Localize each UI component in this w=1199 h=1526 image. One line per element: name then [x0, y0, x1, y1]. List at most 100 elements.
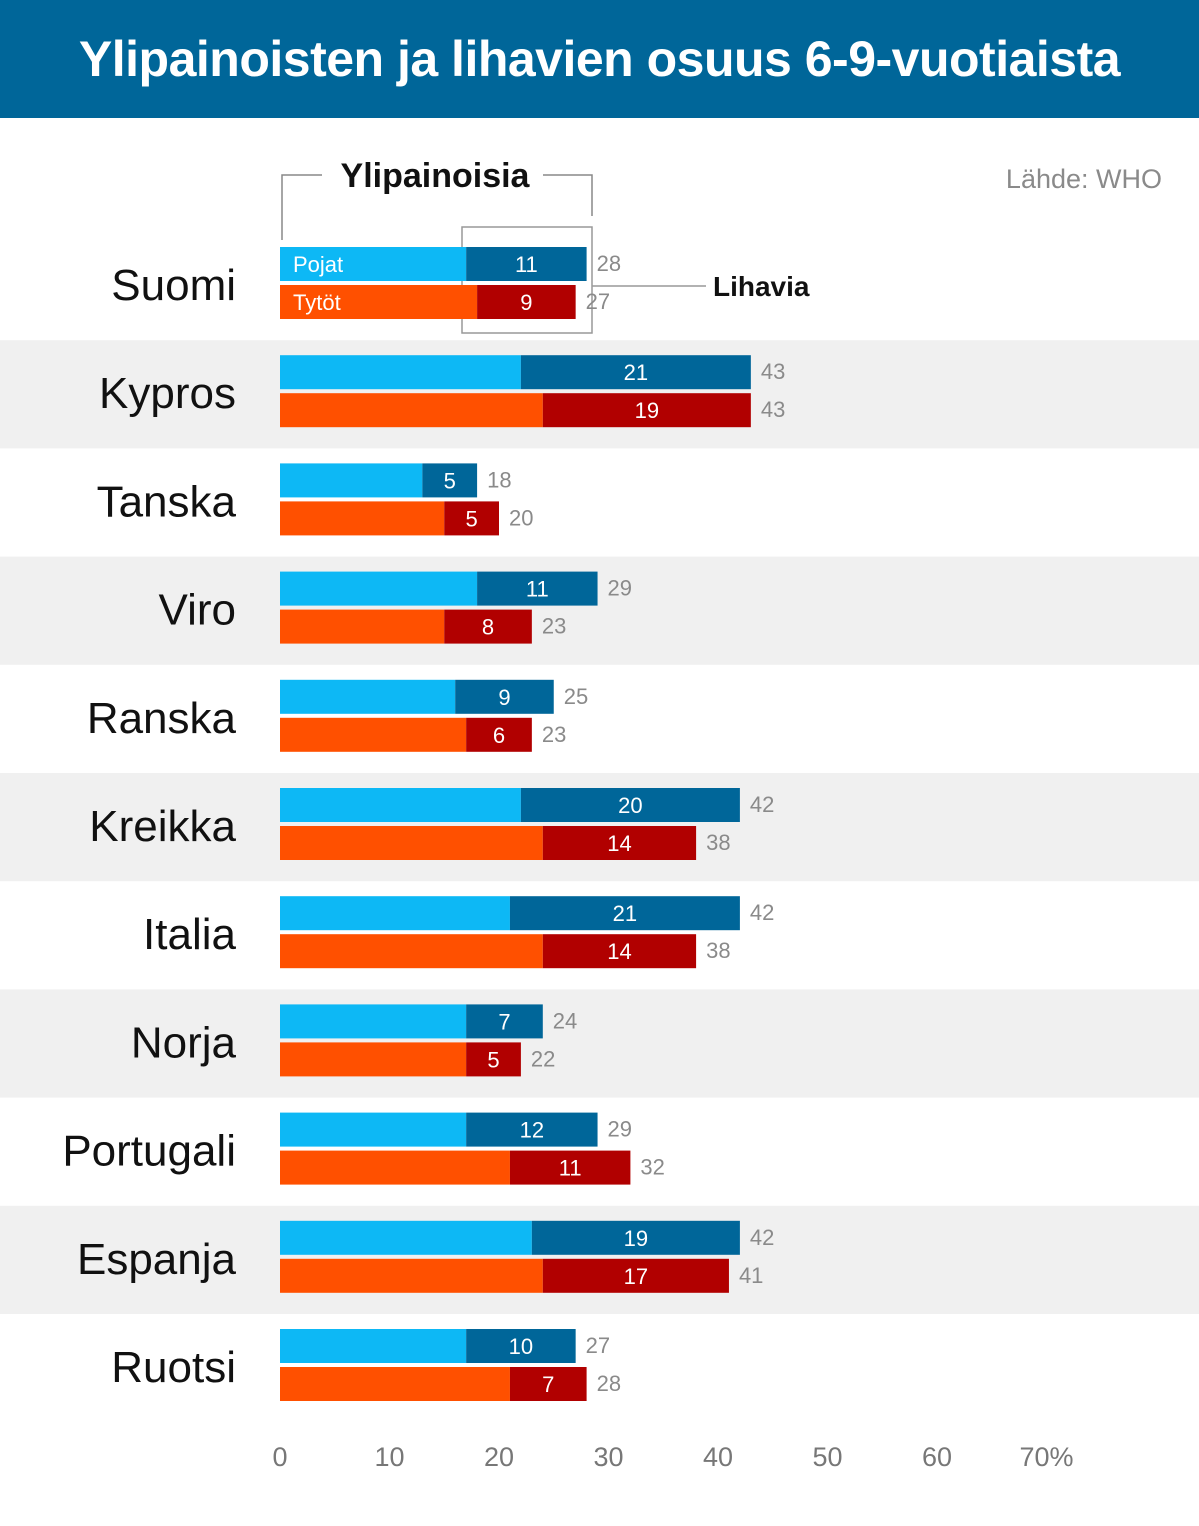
boys-obese-bar: [466, 247, 587, 281]
title-bar: Ylipainoisten ja lihavien osuus 6-9-vuot…: [0, 0, 1199, 118]
country-label: Espanja: [77, 1235, 237, 1284]
girls-total-value-label: 23: [542, 722, 566, 747]
boys-overweight-bar: [280, 896, 510, 931]
boys-overweight-bar: [280, 679, 456, 714]
x-axis-ticks: 0 10 20 30 40 50 60 70%: [272, 1442, 1073, 1472]
boys-overweight-bar: [280, 1220, 532, 1255]
country-label: Kypros: [99, 369, 236, 418]
girls-obese-value-label: 9: [520, 290, 532, 315]
boys-obese-bar: [520, 788, 740, 822]
boys-overweight-bar: [280, 247, 467, 281]
boys-obese-bar: [422, 463, 478, 498]
overweight-label: Ylipainoisia: [341, 157, 531, 195]
boys-obese-value-label: 11: [526, 577, 549, 602]
boys-obese-bar: [531, 1220, 740, 1255]
girls-obese-bar: [542, 1258, 729, 1293]
boys-total-value-label: 42: [750, 1225, 774, 1250]
legend-girls-label: Tytöt: [293, 290, 341, 315]
country-label: Suomi: [111, 261, 236, 310]
boys-overweight-bar: [280, 463, 423, 498]
girls-total-value-label: 41: [739, 1263, 763, 1288]
boys-total-value-label: 25: [564, 684, 588, 709]
girls-obese-bar: [509, 1367, 587, 1401]
girls-total-value-label: 32: [640, 1155, 664, 1180]
girls-obese-bar: [466, 1042, 521, 1077]
girls-overweight-bar: [280, 826, 543, 860]
country-label: Viro: [159, 586, 236, 635]
overweight-bracket-right: [543, 174, 593, 216]
boys-total-value-label: 24: [553, 1008, 577, 1033]
girls-obese-value-label: 19: [635, 398, 659, 423]
boys-obese-bar: [520, 355, 751, 390]
girls-obese-value-label: 14: [607, 939, 631, 964]
row-band: [0, 989, 1199, 1098]
girls-overweight-bar: [280, 609, 445, 644]
boys-obese-bar: [455, 679, 554, 714]
country-label: Kreikka: [89, 802, 236, 851]
x-tick-label: 20: [484, 1442, 514, 1472]
boys-obese-value-label: 20: [618, 793, 642, 818]
x-tick-label: 10: [374, 1442, 404, 1472]
country-row: Tanska 5 18 5 20: [97, 463, 533, 536]
boys-obese-bar: [509, 896, 740, 931]
boys-obese-value-label: 19: [624, 1226, 648, 1251]
girls-obese-value-label: 5: [466, 506, 478, 531]
bar-rows: Suomi 11 28 9 27 Kypros 21 43 19 43 Tanska 5 18 5 20 Vi…: [62, 247, 785, 1401]
boys-obese-value-label: 21: [613, 901, 637, 926]
girls-obese-value-label: 14: [607, 831, 631, 856]
girls-obese-value-label: 6: [493, 723, 505, 748]
girls-obese-bar: [444, 609, 532, 644]
girls-total-value-label: 38: [706, 938, 730, 963]
girls-obese-value-label: 7: [542, 1372, 554, 1397]
country-row: Norja 7 24 5 22: [131, 1004, 577, 1077]
x-tick-label: 40: [703, 1442, 733, 1472]
country-row: Espanja 19 42 17 41: [77, 1220, 774, 1293]
boys-obese-value-label: 5: [444, 468, 456, 493]
boys-obese-value-label: 11: [515, 252, 538, 277]
girls-obese-bar: [466, 717, 532, 752]
country-row: Portugali 12 29 11 32: [62, 1112, 665, 1185]
girls-total-value-label: 27: [586, 289, 610, 314]
country-row: Suomi 11 28 9 27: [111, 247, 621, 319]
girls-total-value-label: 23: [542, 614, 566, 639]
boys-total-value-label: 27: [586, 1333, 610, 1358]
country-label: Tanska: [97, 477, 237, 526]
boys-total-value-label: 29: [608, 1117, 632, 1142]
overweight-bracket: [281, 174, 322, 240]
girls-overweight-bar: [280, 934, 543, 969]
country-row: Viro 11 29 8 23: [159, 571, 632, 644]
boys-obese-value-label: 7: [498, 1009, 510, 1034]
girls-overweight-bar: [280, 1367, 510, 1401]
girls-overweight-bar: [280, 717, 467, 752]
boys-total-value-label: 28: [597, 251, 621, 276]
boys-obese-value-label: 21: [624, 360, 648, 385]
girls-total-value-label: 28: [597, 1371, 621, 1396]
girls-obese-value-label: 11: [559, 1156, 582, 1181]
girls-total-value-label: 22: [531, 1046, 555, 1071]
x-tick-label: 0: [272, 1442, 287, 1472]
obese-label: Lihavia: [713, 271, 810, 302]
girls-total-value-label: 38: [706, 830, 730, 855]
boys-obese-value-label: 10: [509, 1334, 533, 1359]
girls-obese-value-label: 17: [624, 1264, 648, 1289]
boys-obese-bar: [466, 1329, 576, 1363]
country-row: Ranska 9 25 6 23: [87, 679, 588, 752]
boys-obese-bar: [477, 571, 598, 606]
girls-obese-value-label: 5: [487, 1047, 499, 1072]
country-row: Italia 21 42 14 38: [143, 896, 774, 969]
source-label: Lähde: WHO: [1006, 164, 1162, 194]
boys-overweight-bar: [280, 1112, 467, 1147]
boys-overweight-bar: [280, 788, 521, 822]
boys-obese-bar: [466, 1004, 543, 1039]
girls-obese-bar: [542, 826, 697, 860]
girls-overweight-bar: [280, 1258, 543, 1293]
girls-obese-bar: [509, 1150, 631, 1185]
boys-obese-value-label: 12: [520, 1118, 544, 1143]
country-label: Portugali: [62, 1127, 236, 1176]
country-row: Ruotsi 10 27 7 28: [111, 1329, 621, 1401]
country-label: Norja: [131, 1018, 237, 1067]
boys-total-value-label: 42: [750, 792, 774, 817]
girls-obese-bar: [542, 393, 751, 428]
girls-overweight-bar: [280, 285, 478, 319]
